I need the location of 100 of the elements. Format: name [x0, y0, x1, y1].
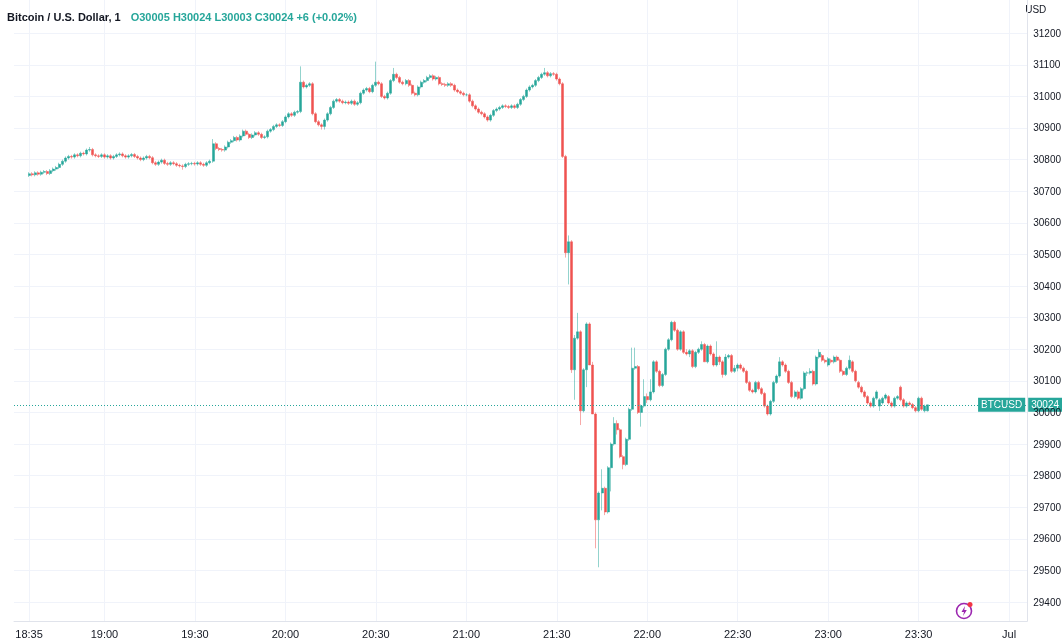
candlestick — [887, 394, 890, 405]
candlestick — [91, 147, 94, 157]
candlestick — [483, 111, 486, 119]
candlestick — [266, 129, 269, 139]
candlestick — [824, 358, 827, 364]
candlestick — [405, 78, 408, 86]
candlestick — [543, 67, 546, 77]
x-tick-label: Jul — [1002, 627, 1017, 640]
candlestick — [423, 78, 426, 84]
candlestick — [242, 129, 245, 138]
candlestick — [395, 72, 398, 80]
candlestick — [299, 66, 302, 114]
candlestick — [130, 152, 133, 158]
candlestick — [275, 123, 278, 129]
candlestick — [230, 138, 233, 145]
y-tick-label: 29400 — [1033, 596, 1062, 608]
candlestick — [341, 99, 344, 105]
candlestick — [679, 330, 682, 352]
candlestick — [456, 88, 459, 94]
y-tick-label: 31200 — [1033, 27, 1062, 39]
candlestick — [202, 162, 205, 168]
candlestick — [736, 363, 739, 372]
ref-line-label: BTCUSD — [981, 399, 1023, 411]
candlestick — [148, 154, 151, 160]
candlestick — [691, 348, 694, 369]
x-tick-label: 21:30 — [543, 627, 571, 640]
candlestick — [462, 91, 465, 97]
y-axis-title: USD — [1025, 3, 1047, 15]
candlestick — [338, 97, 341, 103]
candlestick — [365, 86, 368, 92]
candlestick — [359, 91, 362, 105]
candlestick — [534, 78, 537, 88]
x-tick-label: 19:30 — [181, 627, 209, 640]
candlestick — [239, 134, 242, 142]
candlestick — [401, 80, 404, 86]
candlestick — [181, 164, 184, 170]
candlestick — [88, 146, 91, 152]
candlestick — [513, 104, 516, 110]
x-tick-label: 21:00 — [452, 627, 481, 640]
candlestick — [251, 133, 254, 140]
candlestick — [884, 393, 887, 401]
candlestick — [106, 153, 109, 159]
candlestick — [368, 86, 371, 94]
y-tick-label: 30600 — [1033, 217, 1062, 229]
candlestick — [58, 162, 61, 170]
candlestick — [688, 348, 691, 358]
candlestick — [474, 104, 477, 111]
candlestick — [911, 402, 914, 410]
candlestick — [245, 129, 248, 137]
candlestick — [31, 171, 34, 177]
candlestick — [151, 155, 154, 165]
candlestick — [492, 108, 495, 118]
y-tick-label: 30800 — [1033, 154, 1062, 166]
candlestick — [353, 99, 356, 107]
candlestick — [28, 171, 31, 178]
candlestick — [37, 171, 40, 176]
candlestick — [498, 105, 501, 111]
candlestick — [272, 124, 275, 132]
candlestick — [184, 162, 187, 169]
candlestick — [480, 110, 483, 116]
candlestick — [260, 132, 263, 140]
candlestick — [127, 153, 130, 159]
candlestick — [154, 160, 157, 167]
y-tick-label: 30200 — [1033, 343, 1062, 355]
candlestick — [516, 102, 519, 110]
y-tick-label: 30400 — [1033, 280, 1062, 292]
candlestick — [435, 75, 438, 81]
y-tick-label: 29500 — [1033, 564, 1062, 576]
candlestick — [85, 148, 88, 156]
candlestick — [61, 159, 64, 167]
candlestick — [139, 156, 142, 162]
candlestick — [398, 75, 401, 84]
candlestick — [64, 156, 67, 164]
candlestick — [254, 130, 257, 137]
candlestick — [510, 104, 513, 110]
candlestick — [212, 138, 215, 164]
candlestick — [175, 161, 178, 168]
candlestick — [40, 170, 43, 176]
y-tick-label: 30500 — [1033, 248, 1062, 260]
candlestick — [233, 135, 236, 143]
y-tick-label: 30700 — [1033, 185, 1062, 197]
candlestick — [224, 145, 227, 152]
candlestick — [908, 401, 911, 407]
y-tick-label: 31100 — [1033, 59, 1061, 71]
candlestick — [721, 360, 724, 378]
candlestick — [812, 369, 815, 386]
candlestick — [112, 154, 115, 160]
candlestick — [821, 353, 824, 363]
candlestick — [525, 88, 528, 99]
candlestick — [477, 107, 480, 115]
candlestick — [55, 165, 58, 171]
text: Bitcoin / U.S. Dollar, 1 — [7, 11, 121, 23]
candlestick — [163, 158, 166, 166]
candlestick — [432, 74, 435, 81]
candlestick — [169, 160, 172, 167]
candlestick — [281, 119, 284, 128]
candlestick — [549, 71, 552, 78]
candlestick — [579, 330, 582, 426]
candlestick — [160, 158, 163, 164]
candlestick — [519, 97, 522, 107]
